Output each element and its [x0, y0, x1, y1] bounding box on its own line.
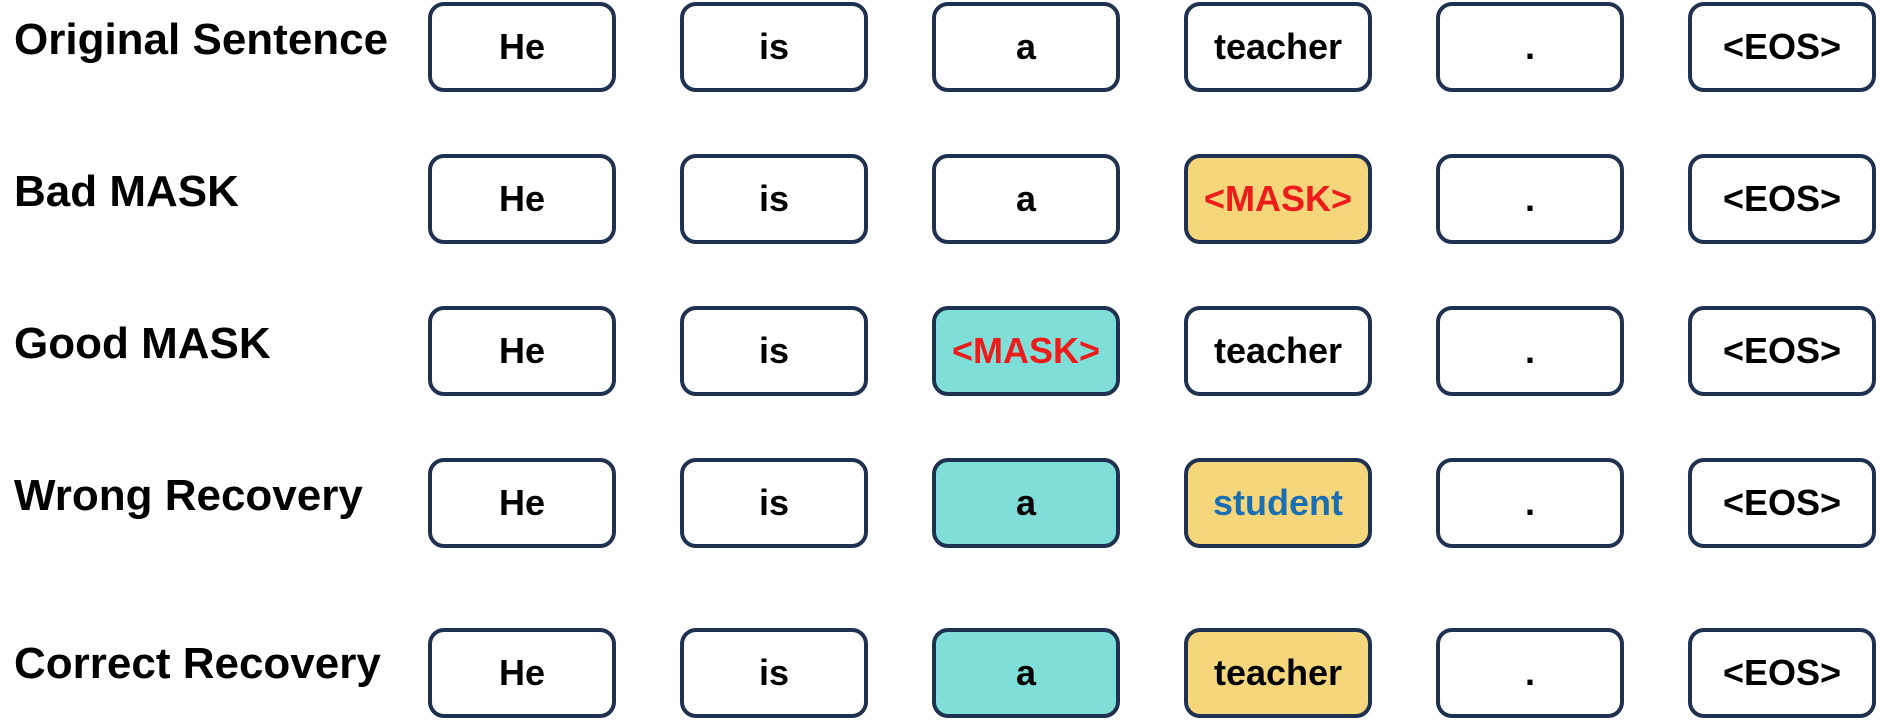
token-box: He — [428, 306, 616, 396]
token-text: a — [1015, 178, 1037, 219]
row-original-sentence: Original Sentence He is a teacher . <EOS… — [0, 2, 1882, 102]
token-text: He — [498, 26, 546, 67]
row-label: Original Sentence — [14, 15, 389, 64]
token-text: <EOS> — [1722, 482, 1842, 523]
token-text: is — [758, 482, 790, 523]
token-text: teacher — [1213, 652, 1343, 693]
token-box: is — [680, 628, 868, 718]
token-box: a — [932, 458, 1120, 548]
token-box: is — [680, 306, 868, 396]
token-text: <EOS> — [1722, 652, 1842, 693]
token-box: a — [932, 628, 1120, 718]
row-label: Wrong Recovery — [14, 471, 363, 520]
token-text: He — [498, 330, 546, 371]
token-text: . — [1524, 482, 1535, 523]
token-box: teacher — [1184, 306, 1372, 396]
token-box: <EOS> — [1688, 628, 1876, 718]
row-label: Bad MASK — [14, 167, 239, 216]
token-box: <MASK> — [932, 306, 1120, 396]
token-box: He — [428, 2, 616, 92]
token-box: is — [680, 458, 868, 548]
token-text: <MASK> — [951, 330, 1101, 371]
token-text: is — [758, 178, 790, 219]
token-text: is — [758, 330, 790, 371]
token-box: . — [1436, 2, 1624, 92]
token-box: He — [428, 458, 616, 548]
row-good-mask: Good MASK He is <MASK> teacher . <EOS> — [0, 306, 1882, 406]
token-text: <EOS> — [1722, 26, 1842, 67]
token-text: <EOS> — [1722, 330, 1842, 371]
token-box: . — [1436, 154, 1624, 244]
token-text: <EOS> — [1722, 178, 1842, 219]
token-text: a — [1015, 652, 1037, 693]
token-text: . — [1524, 330, 1535, 371]
token-box: a — [932, 154, 1120, 244]
token-text: student — [1213, 482, 1343, 523]
token-text: He — [498, 178, 546, 219]
token-text: teacher — [1213, 26, 1343, 67]
token-box: student — [1184, 458, 1372, 548]
token-text: . — [1524, 26, 1535, 67]
row-label: Good MASK — [14, 319, 271, 368]
token-text: He — [498, 482, 546, 523]
token-box: He — [428, 154, 616, 244]
token-box: teacher — [1184, 2, 1372, 92]
token-text: . — [1524, 178, 1535, 219]
token-box: <EOS> — [1688, 154, 1876, 244]
token-box: <MASK> — [1184, 154, 1372, 244]
row-label: Correct Recovery — [14, 639, 381, 688]
token-text: a — [1015, 26, 1037, 67]
token-box: a — [932, 2, 1120, 92]
token-text: is — [758, 26, 790, 67]
token-text: is — [758, 652, 790, 693]
token-box: He — [428, 628, 616, 718]
token-text: <MASK> — [1203, 178, 1353, 219]
row-wrong-recovery: Wrong Recovery He is a student . <EOS> — [0, 458, 1882, 558]
token-box: <EOS> — [1688, 458, 1876, 548]
token-text: teacher — [1213, 330, 1343, 371]
token-box: . — [1436, 458, 1624, 548]
token-box: is — [680, 154, 868, 244]
row-bad-mask: Bad MASK He is a <MASK> . <EOS> — [0, 154, 1882, 254]
token-text: He — [498, 652, 546, 693]
token-box: <EOS> — [1688, 2, 1876, 92]
token-box: . — [1436, 306, 1624, 396]
token-box: teacher — [1184, 628, 1372, 718]
token-box: <EOS> — [1688, 306, 1876, 396]
token-text: . — [1524, 652, 1535, 693]
token-text: a — [1015, 482, 1037, 523]
row-correct-recovery: Correct Recovery He is a teacher . <EOS> — [0, 628, 1882, 728]
token-box: . — [1436, 628, 1624, 718]
token-box: is — [680, 2, 868, 92]
